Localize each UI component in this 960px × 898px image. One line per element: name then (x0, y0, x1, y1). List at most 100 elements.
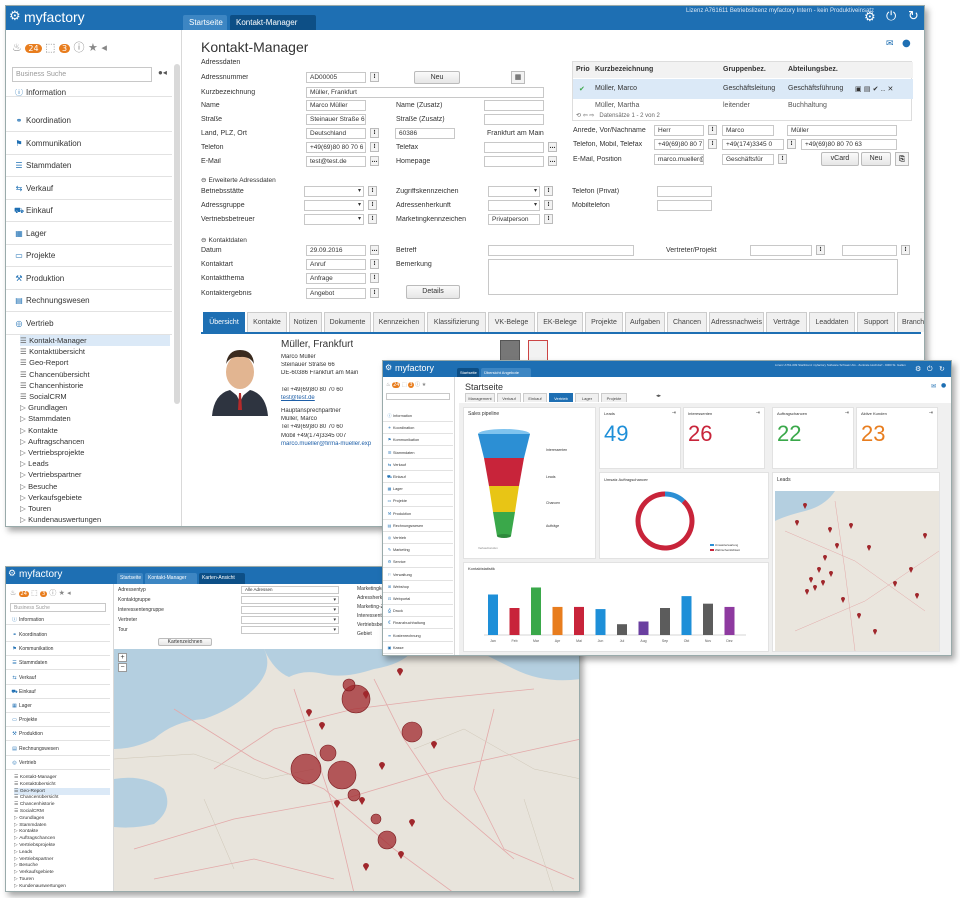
kontakt-mobil-field[interactable]: +49(174)3345 0 (722, 139, 784, 150)
sidebar-item-vertrieb[interactable]: ◎ Vertrieb (6, 756, 110, 770)
tree-item-vertriebspartner[interactable]: ▷ Vertriebspartner (14, 856, 110, 863)
tree-item-geo-report[interactable]: ☰ Geo-Report (20, 357, 170, 368)
datum-field[interactable]: 29.09.2016 (306, 245, 366, 256)
sidebar-item-information[interactable]: ⓘ Information (6, 89, 172, 97)
kpi-card-interessenten[interactable]: Interessenten ⇥ 26 (683, 407, 765, 469)
tree-item-vertreterumsaetze[interactable]: ▷ Vertreterumsätze (14, 890, 110, 892)
tab-startseite[interactable]: Startseite (183, 15, 227, 30)
filter-select-tour[interactable]: ▾ (241, 626, 339, 634)
zoom-in-button[interactable]: + (118, 653, 127, 662)
tab-startseite[interactable]: Startseite (117, 573, 143, 584)
mail-icon[interactable]: ✉ (931, 383, 937, 390)
document-thumb-1[interactable] (500, 340, 520, 362)
document-thumb-2[interactable] (528, 340, 548, 362)
vorname-field[interactable]: Marco (722, 125, 774, 136)
nachname-field[interactable]: Müller (787, 125, 897, 136)
tree-item-vertreterumsaetze[interactable]: ▷ Vertreterumsätze (20, 525, 170, 526)
adressenherkunft-select[interactable]: ▾ (488, 200, 540, 211)
sidebar-item-verwaltung[interactable]: ⚐ Verwaltung (383, 569, 453, 581)
strasse-zusatz-field[interactable] (484, 114, 544, 125)
position-select[interactable]: Geschäftsfür (722, 154, 774, 165)
tree-item-kontakt-manager[interactable]: ☰ Kontakt-Manager (20, 335, 170, 346)
tree-item-kontakte[interactable]: ▷ Kontakte (20, 425, 170, 436)
sidebar-item-verkauf[interactable]: ⇆ Verkauf (383, 459, 453, 471)
tree-item-socialcrm[interactable]: ☰ SocialCRM (14, 808, 110, 815)
marketingkennzeichen-select[interactable]: Privatperson (488, 214, 540, 225)
filter-select-adressentyp[interactable]: Alle Adressen (241, 586, 339, 594)
tab-projekte[interactable]: Projekte (585, 312, 623, 332)
copy-contact-button[interactable]: ⎘ (895, 152, 909, 166)
sidebar-item-finanzbuchhaltung[interactable]: € Finanzbuchhaltung (383, 617, 453, 630)
settings-icon[interactable]: ⚙ (915, 365, 922, 373)
tab-kontakte[interactable]: Kontakte (247, 312, 287, 332)
help-icon[interactable]: ● (941, 382, 947, 389)
sidebar-item-stammdaten[interactable]: ☰ Stammdaten (6, 155, 172, 177)
anrede-lookup-button[interactable]: ⁝ (708, 125, 717, 135)
homepage-field[interactable] (484, 156, 544, 167)
col-gruppe[interactable]: Gruppenbez. (723, 66, 766, 73)
sidebar-item-information[interactable]: ⓘ Information (6, 617, 110, 625)
sidebar-item-einkauf[interactable]: ⛟Einkauf (383, 471, 453, 483)
help-icon[interactable]: ● (902, 38, 911, 49)
filter-select-vertreter[interactable]: ▾ (241, 616, 339, 624)
kontaktergebnis-lookup-button[interactable]: ⁝ (370, 288, 379, 298)
telefon-field[interactable]: +49(69)80 80 70 6 (306, 142, 366, 153)
settings-icon[interactable]: ⚙ (864, 10, 876, 25)
tree-item-kontakte[interactable]: ▷ Kontakte (14, 828, 110, 835)
tree-item-touren[interactable]: ▷ Touren (14, 876, 110, 883)
sidebar-item-lager[interactable]: ▦ Lager (6, 699, 110, 713)
adressnummer-lookup-button[interactable]: ⁝ (370, 72, 379, 82)
tab-branchen[interactable]: Branchen (897, 312, 924, 332)
overview-contact-email[interactable]: marco.mueller@firma-mueller.exp (281, 440, 372, 447)
telefax-dial-button[interactable]: … (548, 142, 557, 152)
sidebar-item-kasse[interactable]: ▣ Kasse (383, 642, 453, 654)
sidebar-item-koordination[interactable]: ⚭ Koordination (383, 422, 453, 435)
kurzbezeichnung-field[interactable]: Müller, Frankfurt (306, 87, 544, 98)
tree-item-verkaufsgebiete[interactable]: ▷ Verkaufsgebiete (20, 492, 170, 503)
kontakt-telefon-button[interactable]: ⁝ (708, 139, 717, 149)
kpi-expand-icon[interactable]: ⇥ (844, 410, 849, 416)
adressnummer-field[interactable]: AD00005 (306, 72, 366, 83)
tab-nav-icon[interactable]: ◂▸ (656, 393, 662, 399)
filter-select-kontaktgruppe[interactable]: ▾ (241, 596, 339, 604)
herkunft-lookup-button[interactable]: ⁝ (544, 200, 553, 210)
power-icon[interactable]: ⏻ (886, 9, 897, 24)
details-button[interactable]: Details (406, 285, 460, 299)
vertriebsbetreuer-lookup-button[interactable]: ⁝ (368, 214, 377, 224)
kpi-card-aktive-kunden[interactable]: Aktive Kunden ⇥ 23 (856, 407, 938, 469)
tab-projekte[interactable]: Projekte (601, 393, 627, 402)
tree-item-kundenauswertungen[interactable]: ▷ Kundenauswertungen (14, 883, 110, 890)
grid-row[interactable]: Müller, Martha leitender Buchhaltung (573, 100, 913, 110)
kontakt-mobil-button[interactable]: ⁝ (787, 139, 796, 149)
adressgruppe-select[interactable]: ▾ (304, 200, 364, 211)
tab-lager[interactable]: Lager (575, 393, 599, 402)
kpi-expand-icon[interactable]: ⇥ (755, 410, 760, 416)
power-icon[interactable]: ⏻ (927, 365, 933, 373)
tree-item-leads[interactable]: ▷ Leads (20, 458, 170, 469)
mail-icon[interactable]: ✉ (886, 39, 894, 49)
sidebar-item-verkauf[interactable]: ⇆ Verkauf (6, 671, 110, 685)
tree-item-besuche[interactable]: ▷ Besuche (20, 481, 170, 492)
tree-item-besuche[interactable]: ▷ Besuche (14, 862, 110, 869)
tab-uebersicht[interactable]: Übersicht (203, 312, 245, 332)
betreff-field[interactable] (488, 245, 634, 256)
sidebar-item-stammdaten[interactable]: ☰ Stammdaten (383, 447, 453, 459)
email-field[interactable]: test@test.de (306, 156, 366, 167)
sidebar-item-produktion[interactable]: ⚒ Produktion (383, 508, 453, 520)
telefax-field[interactable] (484, 142, 544, 153)
sidebar-item-lager[interactable]: ▦ Lager (383, 483, 453, 496)
kpi-expand-icon[interactable]: ⇥ (671, 410, 676, 416)
tree-item-chancenuebersicht[interactable]: ☰ Chancenübersicht (14, 794, 110, 801)
kpi-card-auftragschancen[interactable]: Auftragschancen ⇥ 22 (772, 407, 854, 469)
sidebar-item-kommunikation[interactable]: ⚑ Kommunikation (6, 133, 172, 155)
sidebar-item-lager[interactable]: ▦ Lager (6, 223, 172, 245)
col-prio[interactable]: Prio (576, 66, 590, 73)
sidebar-item-marketing[interactable]: ✎ Marketing (383, 544, 453, 557)
leads-map[interactable] (775, 491, 939, 651)
tree-item-chancenuebersicht[interactable]: ☰ Chancenübersicht (20, 369, 170, 380)
zugriffskennzeichen-select[interactable]: ▾ (488, 186, 540, 197)
land-select[interactable]: Deutschland (306, 128, 366, 139)
tree-item-grundlagen[interactable]: ▷ Grundlagen (14, 815, 110, 822)
tree-item-touren[interactable]: ▷ Touren (20, 503, 170, 514)
draw-map-button[interactable]: Kartenzeichnen (158, 638, 212, 646)
